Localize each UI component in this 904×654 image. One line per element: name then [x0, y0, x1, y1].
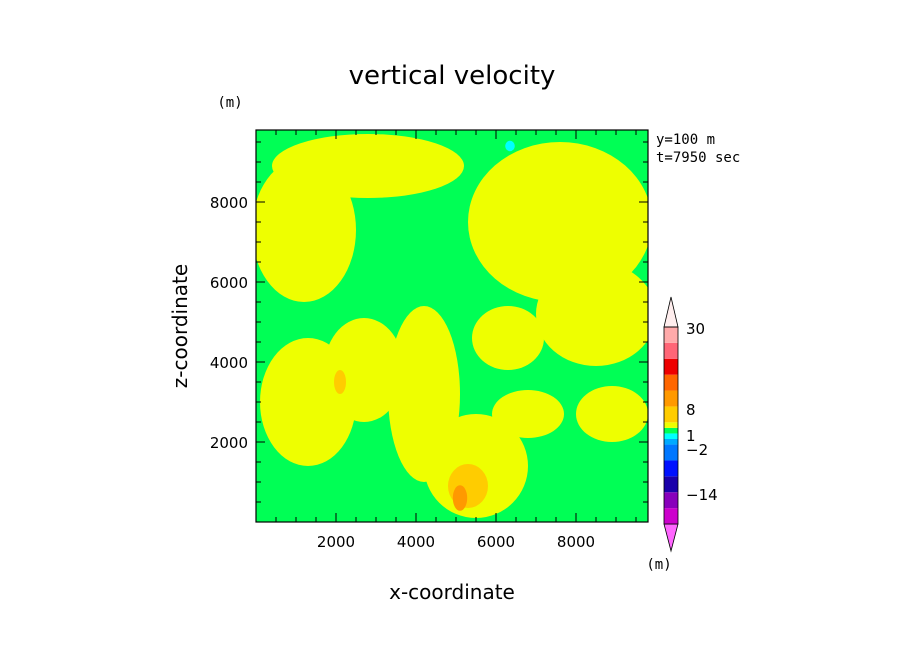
- colorbar-label: 30: [686, 320, 705, 338]
- colorbar-label: −14: [686, 486, 718, 504]
- y-tick-label: 8000: [210, 194, 248, 212]
- colorbar-swatch: [664, 342, 678, 359]
- contour-region-0-8: [472, 306, 544, 370]
- contour-region-1-1: [334, 370, 346, 394]
- colorbar-swatch: [664, 508, 678, 524]
- contour-regions: [256, 134, 648, 518]
- x-axis-label: x-coordinate: [389, 580, 515, 604]
- colorbar-cap-high: [663, 296, 679, 328]
- colorbar-swatch: [664, 439, 678, 445]
- colorbar-swatch: [664, 390, 678, 407]
- contour-plot-area: [256, 130, 648, 522]
- colorbar-swatch: [664, 476, 678, 493]
- contour-region-0-2: [468, 142, 648, 302]
- annotation-y: y=100 m: [656, 132, 715, 148]
- x-tick-label: 8000: [557, 533, 595, 551]
- colorbar-swatch: [664, 358, 678, 375]
- axis-ticks: 2000 4000 6000 8000 2000 4000 6000 8000: [210, 130, 648, 551]
- colorbar-swatch: [664, 433, 678, 440]
- colorbar-swatch: [664, 374, 678, 391]
- chart-title: vertical velocity: [349, 61, 556, 91]
- contour-region-3-0: [505, 140, 515, 152]
- contour-region-0-3: [536, 262, 648, 366]
- y-tick-label: 6000: [210, 274, 248, 292]
- x-tick-label: 2000: [317, 533, 355, 551]
- colorbar-unit-label: (m): [646, 557, 671, 573]
- y-unit-label: (m): [217, 95, 242, 111]
- plot-frame: [255, 129, 649, 523]
- colorbar-cap-low: [663, 523, 679, 553]
- colorbar: 30 8 1−2 −14: [663, 296, 718, 553]
- contour-region-2-0: [452, 485, 468, 511]
- y-tick-label: 4000: [210, 354, 248, 372]
- colorbar-swatch: [664, 427, 678, 434]
- contour-region-0-10: [492, 390, 564, 438]
- colorbar-swatch: [664, 422, 678, 428]
- colorbar-label: 8: [686, 401, 696, 419]
- contour-region-0-1: [256, 158, 356, 302]
- colorbar-swatch: [664, 327, 678, 343]
- x-tick-label: 4000: [397, 533, 435, 551]
- contour-region-0-9: [576, 386, 648, 442]
- colorbar-swatch: [664, 444, 678, 461]
- annotation-t: t=7950 sec: [656, 150, 740, 166]
- colorbar-swatch: [664, 460, 678, 477]
- y-axis-label: z-coordinate: [168, 264, 192, 388]
- y-tick-label: 2000: [210, 434, 248, 452]
- colorbar-label: −2: [686, 441, 708, 459]
- x-tick-label: 6000: [477, 533, 515, 551]
- colorbar-label: 1: [686, 427, 696, 445]
- contour-region-0-5: [324, 318, 404, 422]
- colorbar-swatch: [664, 492, 678, 509]
- colorbar-swatch: [664, 406, 678, 423]
- colorbar-frame: [663, 326, 679, 525]
